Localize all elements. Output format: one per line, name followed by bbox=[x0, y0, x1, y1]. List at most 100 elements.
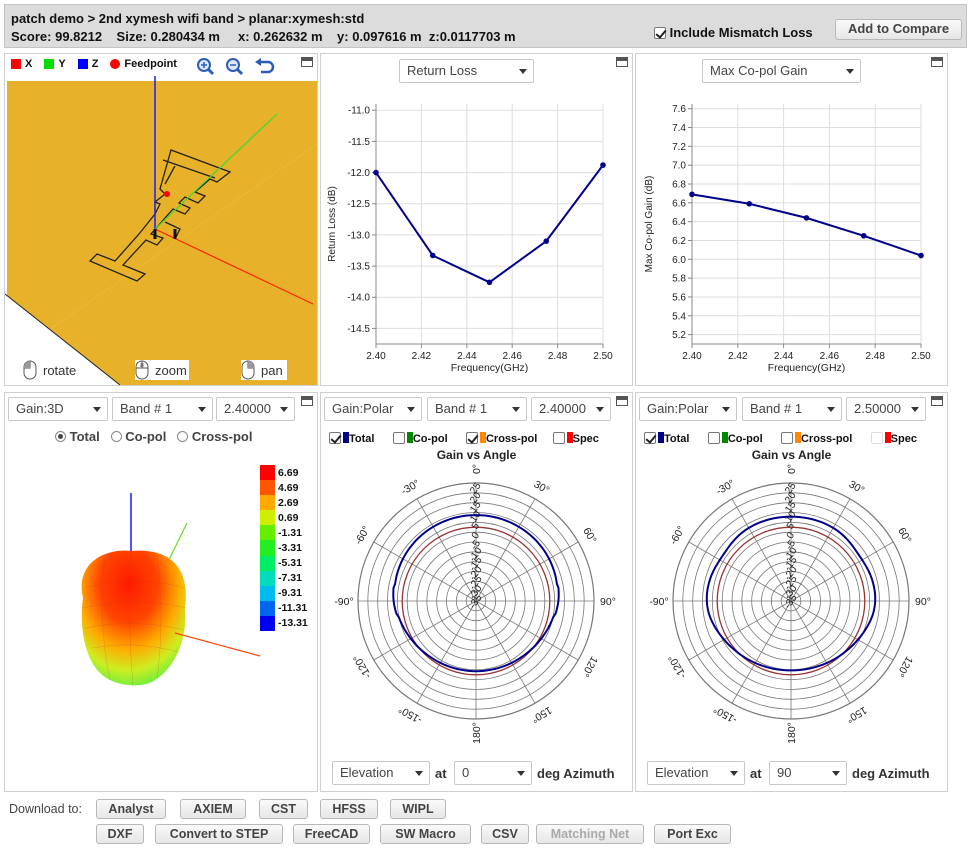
colorbar-label: -9.31 bbox=[278, 587, 302, 600]
polar2-plane-dropdown[interactable]: Elevation bbox=[647, 761, 745, 785]
return-loss-ytick-label: -14.0 bbox=[347, 293, 370, 304]
ground-plane-lower bbox=[7, 144, 317, 385]
polar2-crosspol-checkbox[interactable] bbox=[780, 432, 793, 444]
polar1-band-value: Band # 1 bbox=[435, 401, 488, 416]
chevron-down-icon bbox=[730, 771, 738, 776]
polar2-total-label: Total bbox=[664, 433, 690, 445]
convert-step-button[interactable]: Convert to STEP bbox=[155, 824, 283, 844]
polar-r-tick: 0 bbox=[470, 530, 482, 541]
download-csv-button[interactable]: CSV bbox=[481, 824, 529, 844]
return-loss-data-point[interactable] bbox=[486, 279, 493, 286]
zoom-in-icon[interactable] bbox=[197, 58, 215, 76]
zoom-out-icon[interactable] bbox=[226, 58, 244, 76]
polar1-copol-checkbox[interactable] bbox=[392, 432, 405, 444]
chevron-down-icon bbox=[93, 407, 101, 412]
colorbar-label: -13.31 bbox=[278, 617, 308, 630]
download-swmacro-button[interactable]: SW Macro bbox=[380, 824, 471, 844]
chevron-down-icon bbox=[517, 771, 525, 776]
patch-geometry bbox=[88, 149, 232, 282]
download-axiem-button[interactable]: AXIEM bbox=[180, 799, 246, 819]
y-value: 0.097616 m bbox=[352, 29, 422, 44]
polar2-freq-dropdown[interactable]: 2.50000 bbox=[846, 397, 926, 421]
total-radio[interactable] bbox=[55, 431, 66, 442]
maximize-icon[interactable] bbox=[301, 57, 313, 67]
polar1-trace-toggles: Total Co-pol Cross-pol Spec bbox=[329, 432, 599, 445]
band-dropdown[interactable]: Band # 1 bbox=[112, 397, 213, 421]
header-bar: patch demo > 2nd xymesh wifi band > plan… bbox=[4, 4, 967, 48]
spec-swatch bbox=[566, 432, 573, 443]
y-swatch bbox=[44, 59, 55, 69]
polar1-total-checkbox[interactable] bbox=[329, 432, 341, 444]
return-loss-data-point[interactable] bbox=[543, 238, 550, 244]
copol-gain-data-point[interactable] bbox=[918, 252, 924, 259]
colorbar-swatch bbox=[260, 480, 275, 496]
polar1-freq-dropdown[interactable]: 2.40000 bbox=[531, 397, 611, 421]
polar-spoke bbox=[373, 600, 477, 661]
polar1-plane-dropdown[interactable]: Elevation bbox=[332, 761, 430, 785]
chevron-down-icon bbox=[827, 407, 835, 412]
colorbar-swatch bbox=[260, 570, 275, 586]
return-loss-data-point[interactable] bbox=[429, 252, 436, 259]
polar2-plane-value: Elevation bbox=[655, 765, 709, 780]
chevron-down-icon bbox=[596, 407, 604, 412]
polar2-total-checkbox[interactable] bbox=[644, 432, 656, 444]
copol-gain-data-point[interactable] bbox=[689, 191, 695, 198]
return-loss-xtick-label: 2.42 bbox=[412, 351, 432, 362]
gain-mode-dropdown[interactable]: Gain:3D bbox=[8, 397, 108, 421]
reset-view-icon[interactable] bbox=[255, 58, 275, 74]
polar1-angle-dropdown[interactable]: 0 bbox=[454, 761, 532, 785]
copol-gain-data-point[interactable] bbox=[860, 232, 867, 239]
matching-net-button[interactable]: Matching Net bbox=[536, 824, 644, 844]
polar2-mode-dropdown[interactable]: Gain:Polar bbox=[639, 397, 737, 421]
maximize-icon[interactable] bbox=[616, 57, 628, 67]
port-exc-button[interactable]: Port Exc bbox=[654, 824, 731, 844]
maximize-icon[interactable] bbox=[931, 57, 943, 67]
polar1-spec-checkbox[interactable] bbox=[552, 432, 565, 444]
size-value: 0.280434 m bbox=[150, 29, 220, 44]
mismatch-option: Include Mismatch Loss bbox=[654, 25, 813, 40]
mismatch-checkbox[interactable] bbox=[654, 27, 666, 39]
chevron-down-icon bbox=[722, 407, 730, 412]
polar2-spec-checkbox[interactable] bbox=[870, 432, 883, 444]
maximize-icon[interactable] bbox=[616, 396, 628, 406]
colorbar-label: -5.31 bbox=[278, 557, 302, 570]
maximize-icon[interactable] bbox=[931, 396, 943, 406]
return-loss-dropdown[interactable]: Return Loss bbox=[399, 59, 534, 83]
colorbar-swatch bbox=[260, 495, 275, 511]
copol-radio[interactable] bbox=[110, 431, 122, 442]
add-to-compare-button[interactable]: Add to Compare bbox=[835, 19, 962, 40]
return-loss-data-point[interactable] bbox=[373, 169, 379, 176]
download-dxf-button[interactable]: DXF bbox=[96, 824, 144, 844]
polar2-angle-dropdown[interactable]: 90 bbox=[769, 761, 847, 785]
polar-angle-label: 150° bbox=[844, 704, 869, 725]
mismatch-label: Include Mismatch Loss bbox=[669, 25, 813, 40]
polar1-crosspol-checkbox[interactable] bbox=[465, 432, 478, 444]
download-freecad-button[interactable]: FreeCAD bbox=[293, 824, 370, 844]
copol-gain-dropdown[interactable]: Max Co-pol Gain bbox=[702, 59, 861, 83]
mouse-wheel-icon bbox=[135, 360, 149, 380]
maximize-icon[interactable] bbox=[301, 396, 313, 406]
polar2-band-value: Band # 1 bbox=[750, 401, 803, 416]
polar2-copol-label: Co-pol bbox=[727, 433, 763, 445]
polar1-band-dropdown[interactable]: Band # 1 bbox=[427, 397, 527, 421]
radiation-pattern-3d[interactable] bbox=[5, 448, 317, 788]
crosspol-radio[interactable] bbox=[177, 431, 189, 442]
frequency-dropdown[interactable]: 2.40000 bbox=[216, 397, 295, 421]
return-loss-data-point[interactable] bbox=[600, 162, 606, 168]
polar2-band-dropdown[interactable]: Band # 1 bbox=[742, 397, 842, 421]
polar2-plot: 2520151050-5-10-15-20-25-30-350°30°60°90… bbox=[649, 464, 931, 744]
download-hfss-button[interactable]: HFSS bbox=[320, 799, 378, 819]
download-cst-button[interactable]: CST bbox=[259, 799, 308, 819]
colorbar-label: 4.69 bbox=[278, 481, 299, 494]
colorbar-entry: 0.69 bbox=[260, 510, 308, 526]
copol-gain-data-point[interactable] bbox=[803, 215, 810, 221]
download-analyst-button[interactable]: Analyst bbox=[96, 799, 166, 819]
polar1-mode-dropdown[interactable]: Gain:Polar bbox=[324, 397, 422, 421]
geometry-canvas[interactable] bbox=[5, 54, 317, 385]
copol-gain-data-point[interactable] bbox=[746, 200, 753, 207]
colorbar-entry: -7.31 bbox=[260, 570, 308, 586]
download-wipl-button[interactable]: WIPL bbox=[390, 799, 446, 819]
polar2-copol-checkbox[interactable] bbox=[707, 432, 720, 444]
colorbar-label: 6.69 bbox=[278, 466, 299, 479]
reference-circle bbox=[401, 526, 551, 676]
